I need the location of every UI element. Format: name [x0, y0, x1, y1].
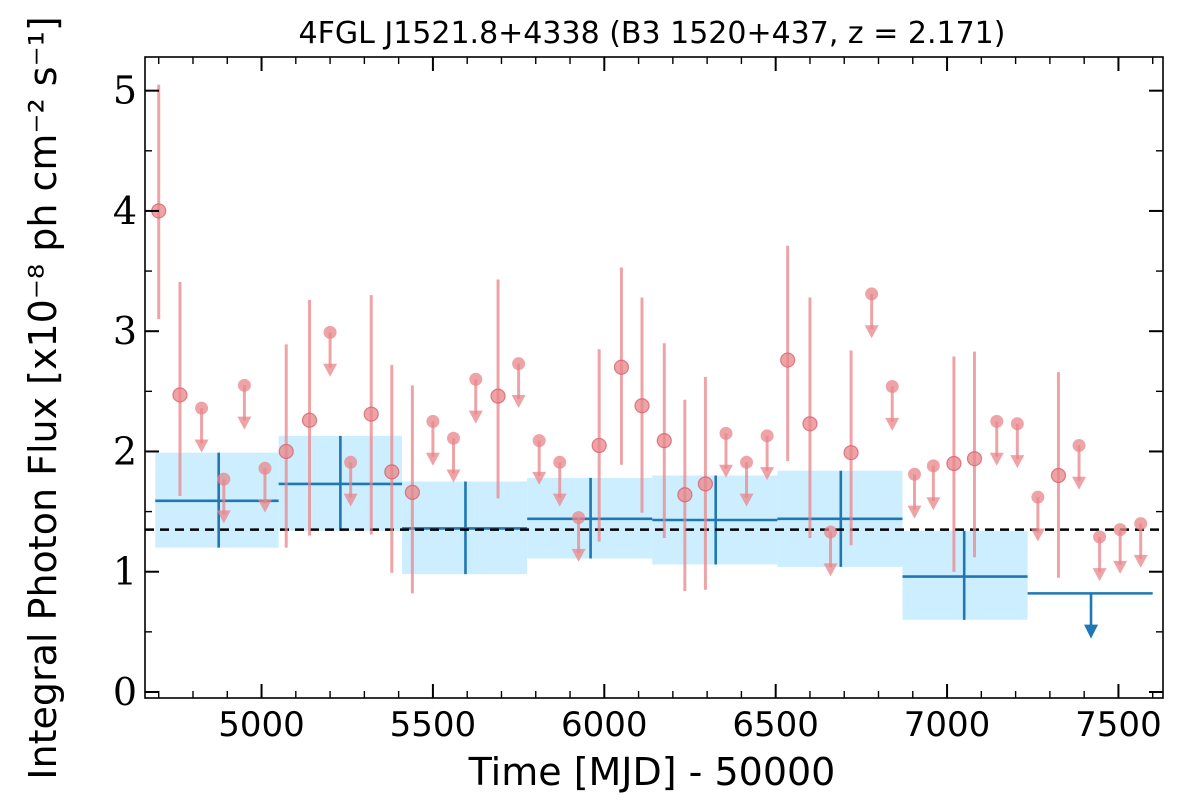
monthly-upper-limit-arrow [1072, 476, 1087, 490]
monthly-flux-point [363, 406, 379, 422]
monthly-upper-limit-point [512, 357, 526, 371]
monthly-upper-limit-point [195, 401, 209, 415]
monthly-flux-point [843, 445, 859, 461]
monthly-flux-point [404, 484, 420, 500]
x-tick-label: 5000 [218, 705, 305, 745]
monthly-upper-limit-arrow [1092, 568, 1107, 582]
y-tick-label: 5 [113, 69, 137, 113]
monthly-upper-limit-point [469, 372, 483, 386]
monthly-upper-limit-point [572, 511, 586, 525]
monthly-upper-limit-arrow [446, 469, 461, 483]
monthly-flux-point [656, 433, 672, 449]
monthly-flux-point [591, 437, 607, 454]
monthly-upper-limit-arrow [718, 464, 733, 478]
monthly-upper-limit-point [885, 380, 899, 394]
monthly-upper-limit-arrow [511, 394, 526, 408]
monthly-upper-limit-arrow [425, 452, 440, 466]
monthly-upper-limit-arrow [739, 493, 754, 507]
monthly-upper-limit-arrow [1030, 528, 1045, 542]
x-tick-label: 6500 [732, 705, 819, 745]
monthly-bins [151, 84, 1148, 594]
monthly-upper-limit-point [1093, 530, 1107, 544]
monthly-flux-point [780, 352, 796, 368]
monthly-upper-limit-arrow [532, 471, 547, 485]
monthly-upper-limit-point [824, 525, 838, 539]
monthly-upper-limit-arrow [885, 417, 900, 431]
monthly-flux-point [384, 464, 400, 480]
y-tick-label: 1 [113, 550, 137, 594]
monthly-upper-limit-arrow [468, 410, 483, 424]
monthly-upper-limit-point [258, 461, 272, 475]
monthly-flux-point [1050, 467, 1067, 484]
monthly-upper-limit-point [760, 429, 774, 443]
monthly-flux-point [172, 387, 188, 403]
monthly-upper-limit-arrow [343, 493, 358, 507]
x-axis-label: Time [MJD] - 50000 [468, 750, 836, 794]
y-tick-label: 4 [113, 189, 137, 233]
monthly-flux-point [301, 412, 318, 428]
monthly-upper-limit-point [907, 467, 921, 481]
monthly-upper-limit-arrow [926, 497, 941, 511]
monthly-upper-limit-point [532, 434, 546, 448]
monthly-upper-limit-arrow [1133, 554, 1148, 568]
monthly-flux-point [677, 487, 693, 503]
monthly-upper-limit-arrow [257, 499, 272, 513]
monthly-upper-limit-point [1113, 523, 1127, 537]
monthly-upper-limit-point [740, 455, 754, 469]
monthly-flux-point [802, 416, 818, 432]
y-tick-label: 3 [113, 309, 137, 353]
monthly-upper-limit-point [990, 414, 1004, 428]
x-tick-label: 7500 [1075, 705, 1162, 745]
monthly-upper-limit-arrow [864, 325, 879, 339]
monthly-upper-limit-point [1031, 490, 1045, 504]
monthly-upper-limit-point [865, 287, 879, 301]
x-tick-label: 6000 [561, 705, 648, 745]
monthly-upper-limit-point [446, 431, 460, 445]
monthly-flux-point [278, 443, 294, 460]
monthly-upper-limit-point [926, 459, 940, 473]
monthly-upper-limit-point [426, 414, 440, 428]
monthly-upper-limit-arrow [237, 416, 252, 430]
monthly-upper-limit-arrow [907, 505, 922, 519]
monthly-upper-limit-arrow [989, 452, 1004, 466]
y-axis-label: Integral Photon Flux [x10⁻⁸ ph cm⁻² s⁻¹] [21, 16, 65, 779]
monthly-upper-limit-point [1010, 417, 1024, 431]
monthly-upper-limit-point [323, 325, 337, 339]
monthly-upper-limit-arrow [194, 439, 209, 453]
monthly-flux-point [697, 476, 714, 492]
monthly-upper-limit-arrow [760, 467, 775, 481]
monthly-upper-limit-point [217, 472, 231, 486]
axes: 5000 5500 6000 6500 7000 7500 0 1 2 3 4 5 [113, 56, 1164, 745]
chart-title: 4FGL J1521.8+4338 (B3 1520+437, z = 2.17… [299, 16, 1006, 51]
monthly-flux-point [946, 455, 962, 472]
monthly-upper-limit-arrow [1010, 455, 1025, 469]
monthly-flux-point [490, 388, 506, 404]
monthly-upper-limit-point [1134, 517, 1148, 531]
monthly-upper-limit-point [344, 455, 358, 469]
monthly-flux-point [634, 398, 650, 414]
monthly-upper-limit-arrow [571, 548, 586, 562]
monthly-flux-point [966, 451, 983, 467]
monthly-upper-limit-arrow [552, 493, 567, 507]
monthly-upper-limit-point [237, 378, 251, 392]
y-tick-label: 0 [113, 670, 137, 714]
yearly-upper-limit-arrow [1084, 624, 1099, 639]
plot-frame [144, 56, 1164, 699]
monthly-upper-limit-point [1072, 438, 1086, 452]
monthly-upper-limit-arrow [216, 510, 231, 524]
chart-labels: 4FGL J1521.8+4338 (B3 1520+437, z = 2.17… [21, 16, 1005, 794]
monthly-upper-limit-point [719, 426, 733, 440]
monthly-upper-limit-arrow [1113, 560, 1128, 574]
x-tick-label: 7000 [904, 705, 991, 745]
monthly-upper-limit-arrow [323, 363, 338, 377]
monthly-upper-limit-arrow [823, 563, 838, 577]
x-tick-label: 5500 [390, 705, 477, 745]
monthly-upper-limit-point [553, 455, 567, 469]
monthly-flux-point [613, 359, 630, 375]
y-tick-label: 2 [113, 429, 137, 473]
yearly-bins [155, 435, 1153, 639]
